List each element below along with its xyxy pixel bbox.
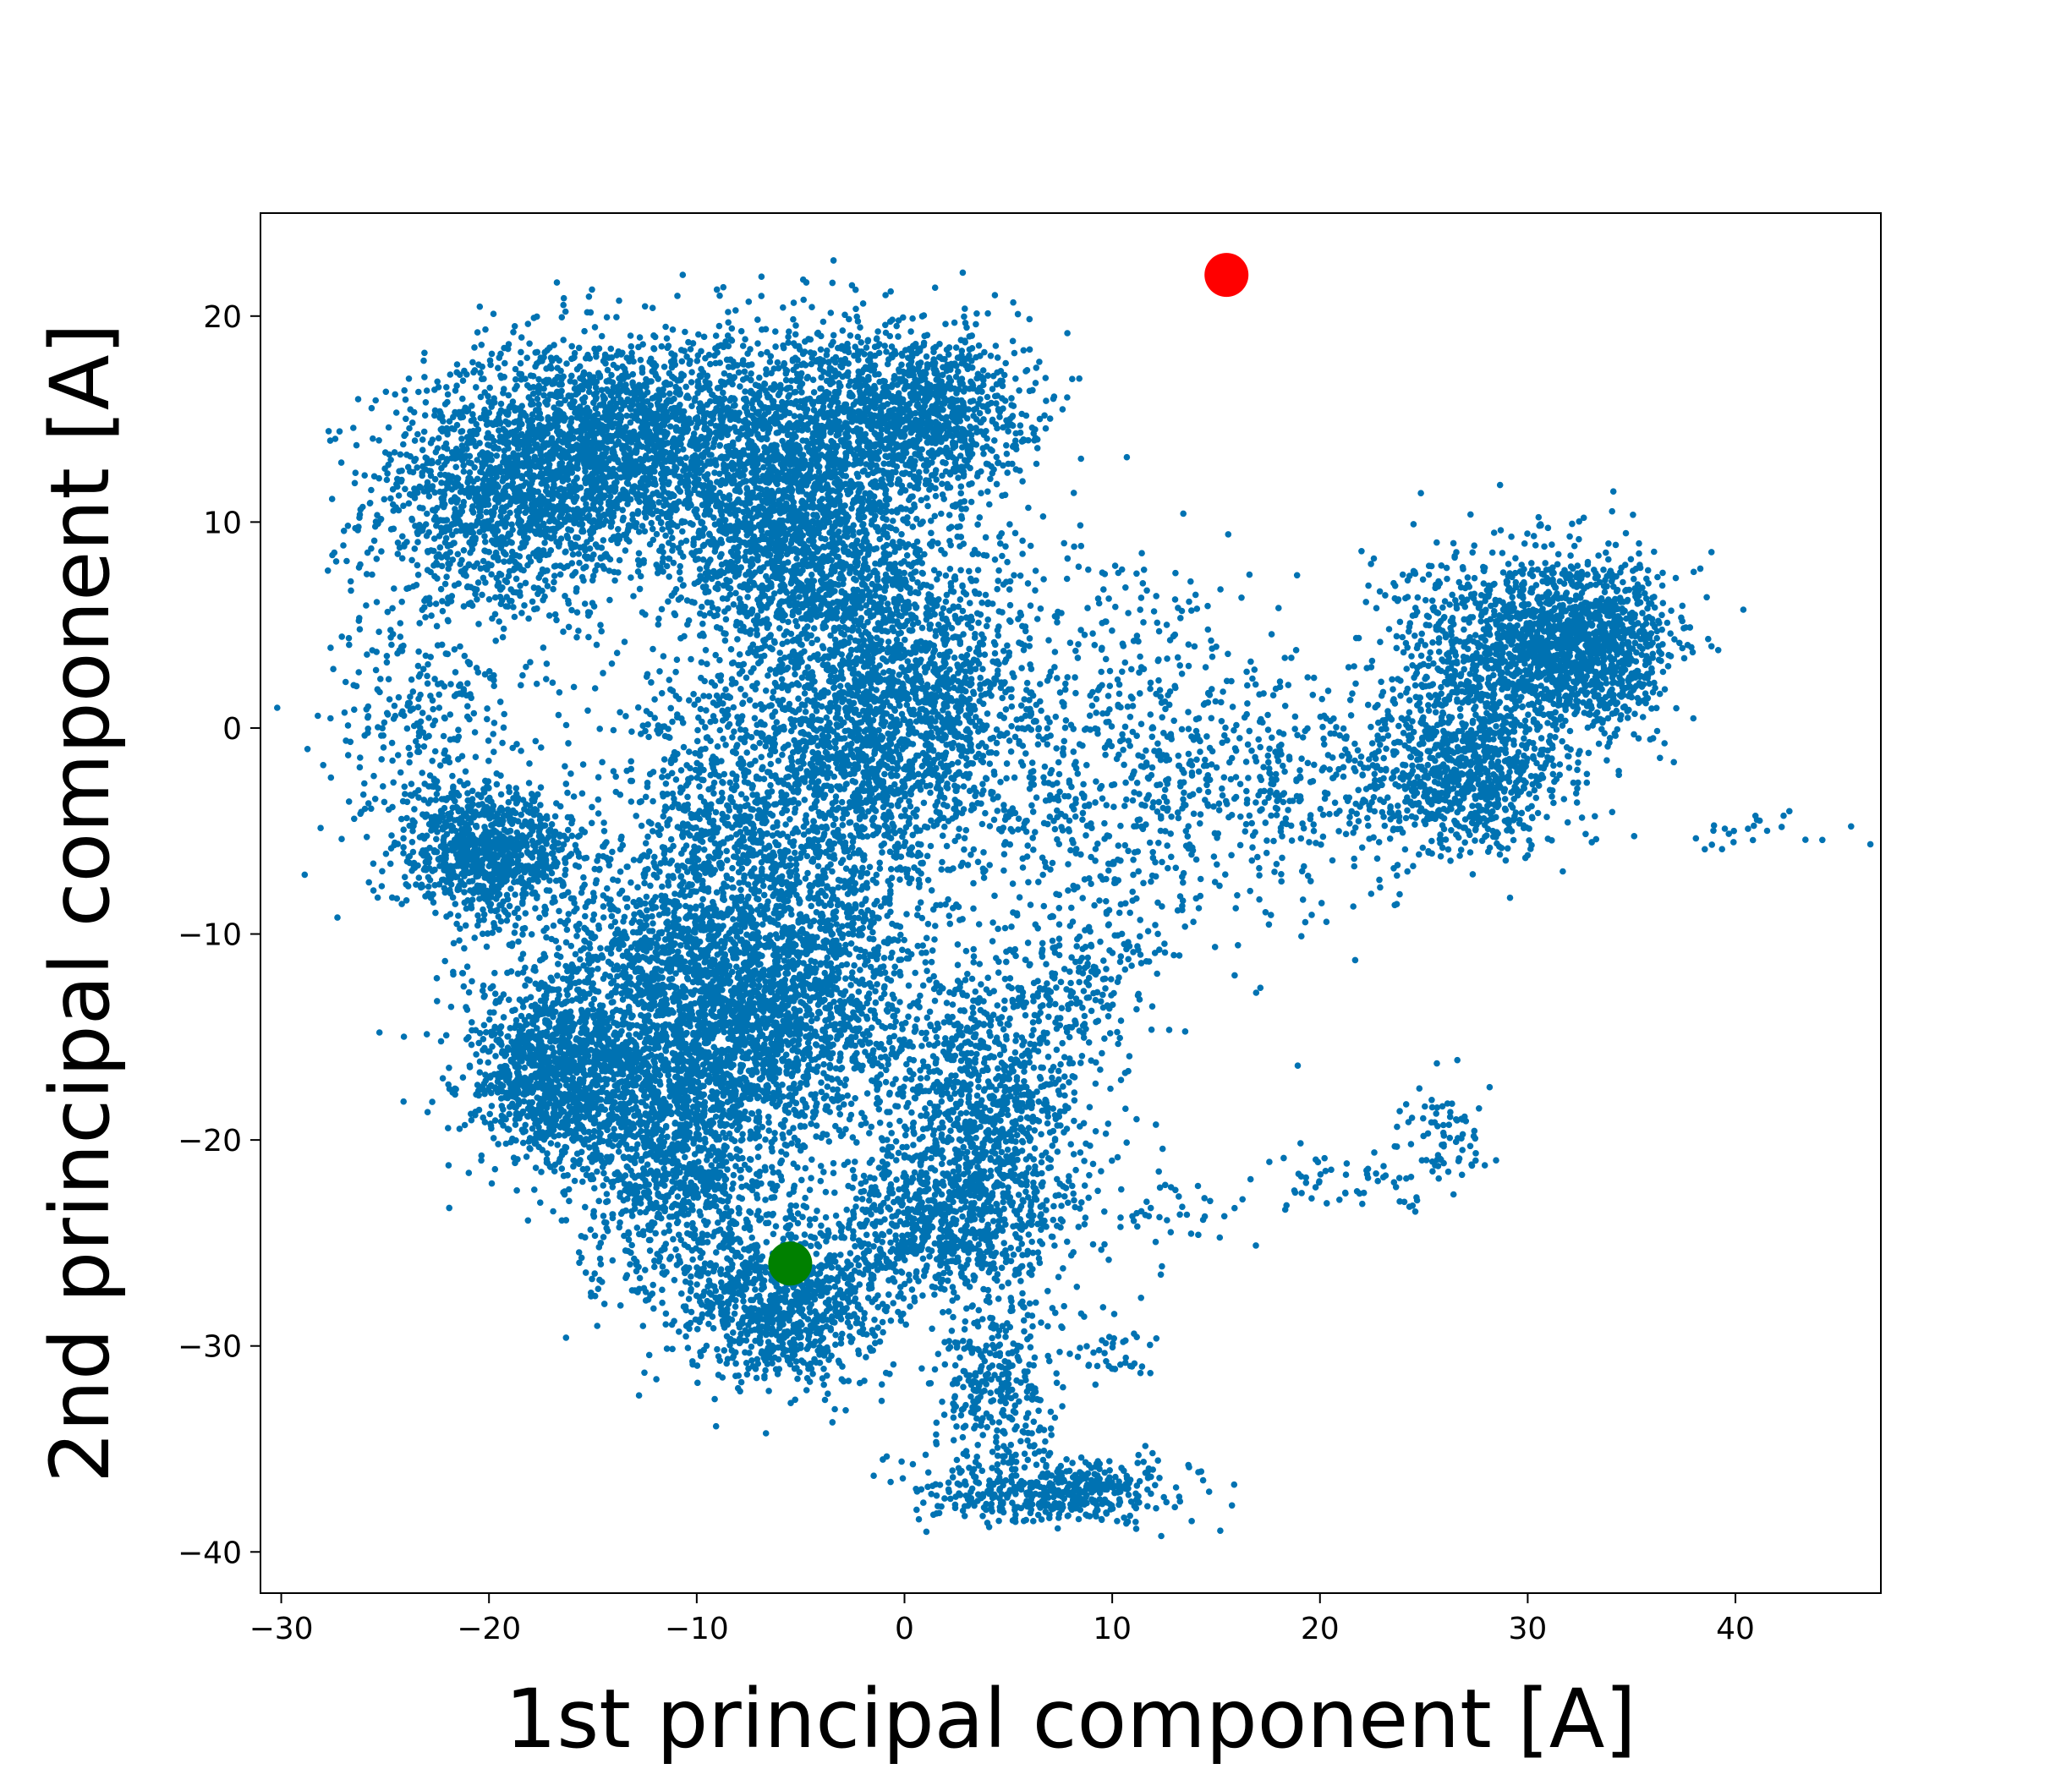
y-axis-ticks: −40 −30 −20 −10 0 10 20 [178,300,260,1570]
x-tick-label: −10 [665,1612,729,1646]
y-axis-label: 2nd principal component [A] [33,323,128,1483]
scatter-cloud [274,257,1874,1540]
green-point [768,1241,813,1286]
y-tick-label: −40 [178,1536,242,1570]
y-tick-label: 20 [203,300,242,335]
y-tick-label: −30 [178,1330,242,1365]
x-tick-label: −20 [457,1612,521,1646]
x-tick-label: 10 [1093,1612,1132,1646]
x-tick-label: 20 [1301,1612,1340,1646]
x-tick-label: 0 [895,1612,914,1646]
axes-frame [260,212,1882,1594]
x-axis-ticks: −30 −20 −10 0 10 20 30 40 [249,1593,1755,1646]
y-tick-label: −20 [178,1124,242,1158]
points-layer [274,257,1874,1540]
x-tick-label: 30 [1509,1612,1548,1646]
x-tick-label: −30 [249,1612,314,1646]
x-tick-label: 40 [1716,1612,1755,1646]
highlight-layer [768,253,1249,1286]
x-axis-label: 1st principal component [A] [505,1672,1636,1766]
y-tick-label: −10 [178,918,242,953]
y-tick-label: 10 [203,506,242,540]
y-tick-label: 0 [222,712,242,747]
red-point [1204,253,1249,298]
